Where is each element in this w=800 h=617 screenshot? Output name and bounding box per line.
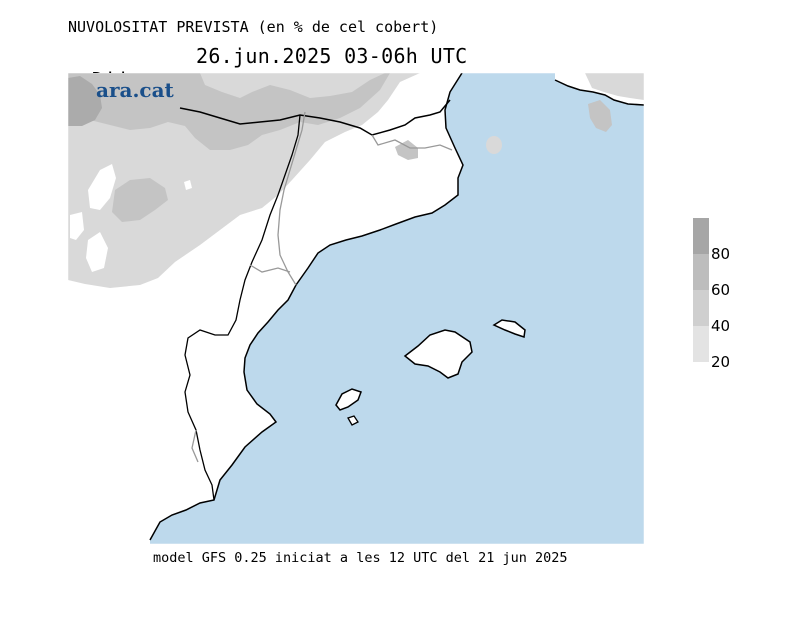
island-eivissa	[335, 388, 362, 411]
legend-swatch-60-80	[693, 254, 709, 290]
coastline-france	[554, 79, 644, 106]
cloud-area-mid-se	[395, 140, 418, 160]
legend-label: 20	[711, 353, 731, 371]
model-info: model GFS 0.25 iniciat a les 12 UTC del …	[153, 550, 568, 566]
cloud-area-light-east	[585, 73, 644, 100]
cloud-area-mid-west	[112, 178, 168, 222]
forecast-datetime: 26.jun.2025 03-06h UTC	[196, 44, 468, 68]
regional-border	[184, 114, 301, 501]
clear-hole	[88, 164, 116, 210]
cloud-area-dark	[68, 76, 102, 126]
coastline	[149, 73, 464, 541]
clear-hole	[70, 212, 84, 240]
regional-border	[277, 111, 306, 286]
island-formentera	[347, 415, 359, 426]
national-border	[179, 99, 451, 136]
legend-label: 60	[711, 281, 731, 299]
regional-border	[371, 134, 453, 151]
island-menorca	[492, 319, 526, 338]
ara-cat-logo: ara.cat	[96, 78, 174, 102]
map-title: NUVOLOSITAT PREVISTA (en % de cel cobert…	[68, 18, 439, 36]
cloud-area-light	[68, 73, 420, 288]
legend-swatch-40-60	[693, 290, 709, 326]
clear-hole	[184, 180, 192, 190]
cloud-area-mid-ne	[588, 100, 612, 132]
cloud-area-mid	[68, 73, 390, 150]
island-mallorca	[403, 329, 473, 379]
legend-label: 40	[711, 317, 731, 335]
legend-label: 80	[711, 245, 731, 263]
regional-border	[191, 429, 199, 463]
legend-swatch-80-100	[693, 218, 709, 254]
cloud-patch-sea	[486, 136, 502, 154]
clear-hole	[86, 232, 108, 272]
regional-border	[249, 264, 291, 273]
legend-swatch-20-40	[693, 326, 709, 362]
